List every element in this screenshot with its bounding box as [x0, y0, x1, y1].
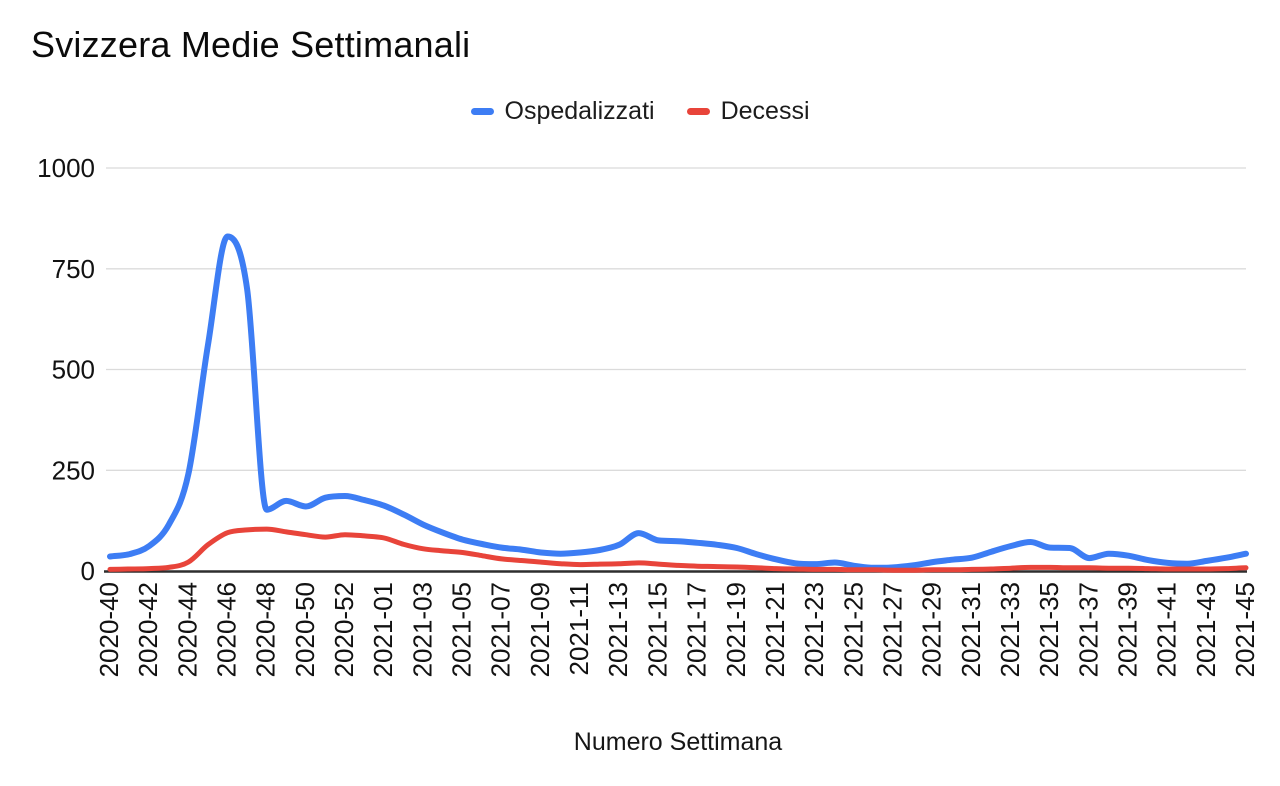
x-tick-label: 2020-52: [329, 582, 359, 677]
x-tick-label: 2021-01: [368, 582, 398, 677]
x-tick-label: 2021-21: [760, 582, 790, 677]
x-tick-label: 2021-05: [447, 582, 477, 677]
x-tick-label: 2021-39: [1113, 582, 1143, 677]
series-line-decessi: [107, 526, 1249, 573]
chart-title: Svizzera Medie Settimanali: [31, 24, 471, 65]
x-tick-label: 2021-03: [407, 582, 437, 677]
legend-marker-decessi: [686, 108, 710, 115]
x-tick-label: 2021-31: [956, 582, 986, 677]
x-tick-label: 2021-15: [642, 582, 672, 677]
x-tick-label: 2021-27: [877, 582, 907, 677]
legend-item-decessi: Decessi: [681, 97, 816, 126]
series-line-ospedalizzati: [107, 233, 1249, 571]
x-tick-label: 2021-41: [1152, 582, 1182, 677]
x-tick-label: 2021-37: [1073, 582, 1103, 677]
x-tick-label: 2020-42: [133, 582, 163, 677]
legend-marker-ospedalizzati: [470, 108, 494, 115]
y-tick-label: 1000: [37, 153, 95, 183]
x-tick-label: 2020-50: [290, 582, 320, 677]
legend-item-ospedalizzati: Ospedalizzati: [465, 97, 661, 126]
x-tick-label: 2021-13: [603, 582, 633, 677]
y-tick-label: 750: [52, 254, 95, 284]
legend-label-decessi: Decessi: [720, 97, 810, 125]
x-tick-label: 2020-46: [212, 582, 242, 677]
x-tick-label: 2021-43: [1191, 582, 1221, 677]
x-axis-title: Numero Settimana: [573, 728, 783, 756]
x-tick-label: 2021-11: [564, 582, 594, 676]
y-tick-label: 0: [81, 556, 95, 586]
y-tick-label: 250: [52, 455, 95, 485]
x-tick-label: 2020-48: [251, 582, 281, 677]
x-tick-label: 2021-19: [721, 582, 751, 677]
x-tick-label: 2020-40: [94, 582, 124, 677]
x-tick-label: 2021-29: [917, 582, 947, 677]
legend-label-ospedalizzati: Ospedalizzati: [504, 97, 655, 125]
x-tick-label: 2021-09: [525, 582, 555, 677]
y-tick-label: 500: [52, 355, 95, 385]
x-tick-label: 2021-25: [838, 582, 868, 677]
x-tick-label: 2021-23: [799, 582, 829, 677]
chart-legend: Ospedalizzati Decessi: [0, 97, 1280, 126]
x-tick-label: 2021-35: [1034, 582, 1064, 677]
x-tick-label: 2021-07: [486, 582, 516, 677]
x-tick-label: 2021-17: [682, 582, 712, 677]
x-tick-label: 2021-45: [1230, 582, 1260, 677]
x-tick-label: 2020-44: [172, 582, 202, 677]
x-tick-label: 2021-33: [995, 582, 1025, 677]
